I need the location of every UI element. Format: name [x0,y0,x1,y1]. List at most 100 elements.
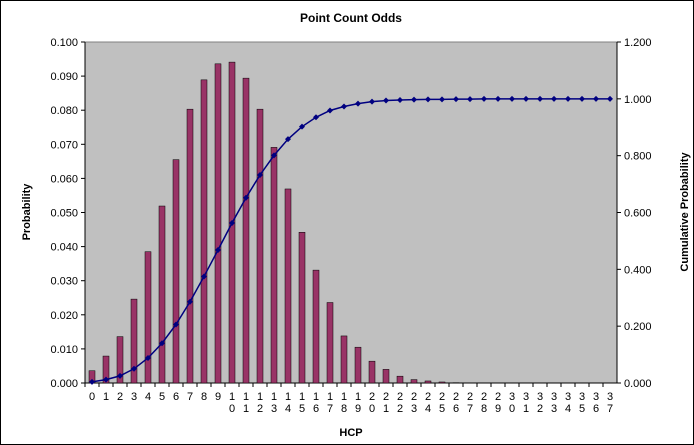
y-tick-label: 0.020 [50,310,78,322]
line-marker [537,95,543,102]
bar [410,379,418,384]
x-tick-label: 0 [86,391,98,403]
line-marker [187,298,193,305]
line-marker [271,152,277,159]
x-tick-label: 12 [254,391,266,415]
bar [326,302,334,384]
bar [298,232,306,384]
x-tick-label: 23 [408,391,420,415]
line-marker [257,171,263,178]
x-tick-label: 11 [240,391,252,415]
line-marker [523,95,529,102]
y-tick-label: 0.050 [50,208,78,220]
line-marker [383,97,389,104]
y-tick-label: 0.010 [50,344,78,356]
y-tick-label: 0.060 [50,173,78,185]
x-tick-label: 26 [450,391,462,415]
x-tick-label: 37 [604,391,616,415]
line-marker [481,95,487,102]
bar [214,63,222,384]
x-tick-label: 6 [170,391,182,403]
chart-title: Point Count Odds [300,11,402,25]
line-marker [369,98,375,105]
y-axis-label: Probability [21,183,33,241]
x-tick-label: 8 [198,391,210,403]
line-marker [355,100,361,107]
bar [270,147,278,384]
y2-tick-label: 1.000 [624,94,652,106]
bar [242,77,250,384]
y-tick-label: 0.030 [50,276,78,288]
x-tick-label: 14 [282,391,294,415]
x-tick-label: 10 [226,391,238,415]
y-tick-label: 0.100 [50,37,78,49]
line-marker [411,96,417,103]
line-marker [299,123,305,130]
line-marker [131,365,137,372]
line-marker [215,247,221,254]
y-tick-label: 0.080 [50,105,78,117]
x-tick-label: 30 [506,391,518,415]
x-tick-label: 28 [478,391,490,415]
x-tick-label: 4 [142,391,154,403]
line-marker [467,96,473,103]
x-tick-label: 35 [576,391,588,415]
line-marker [607,95,613,102]
line-marker [439,96,445,103]
x-tick-label: 13 [268,391,280,415]
bar [382,369,390,384]
x-tick-label: 20 [366,391,378,415]
x-tick-label: 27 [464,391,476,415]
x-tick-label: 17 [324,391,336,415]
bar [186,108,194,384]
x-tick-label: 18 [338,391,350,415]
bar [144,251,152,384]
bar [130,298,138,384]
bar [424,380,432,384]
bar [116,336,124,384]
bar [312,269,320,384]
line-marker [313,114,319,121]
line-marker [173,321,179,328]
bar [200,79,208,384]
x-tick-label: 15 [296,391,308,415]
x-tick-label: 22 [394,391,406,415]
line-marker [327,107,333,114]
x-tick-label: 21 [380,391,392,415]
bar [340,335,348,384]
line-marker [145,354,151,361]
line-marker [509,95,515,102]
line-marker [593,95,599,102]
bar [368,360,376,384]
bar [172,159,180,384]
y2-tick-label: 0.600 [624,208,652,220]
x-tick-label: 25 [436,391,448,415]
x-tick-label: 9 [212,391,224,403]
y-tick-label: 0.070 [50,139,78,151]
y2-tick-label: 0.000 [624,378,652,390]
line-marker [341,103,347,110]
x-tick-label: 34 [562,391,574,415]
x-tick-label: 3 [128,391,140,403]
line-marker [551,95,557,102]
x-axis-label: HCP [339,427,362,439]
line-marker [397,96,403,103]
bar [158,205,166,384]
x-tick-label: 1 [100,391,112,403]
bar [396,375,404,384]
y2-tick-label: 0.200 [624,321,652,333]
y2-axis-label: Cumulative Probability [679,152,691,272]
bar [354,346,362,384]
line-marker [565,95,571,102]
x-tick-label: 16 [310,391,322,415]
line-marker [579,95,585,102]
line-marker [201,273,207,280]
y2-tick-label: 0.400 [624,264,652,276]
x-tick-label: 29 [492,391,504,415]
line-marker [285,136,291,143]
line-marker [117,372,123,379]
x-tick-label: 19 [352,391,364,415]
y-tick-label: 0.000 [50,378,78,390]
x-tick-label: 32 [534,391,546,415]
